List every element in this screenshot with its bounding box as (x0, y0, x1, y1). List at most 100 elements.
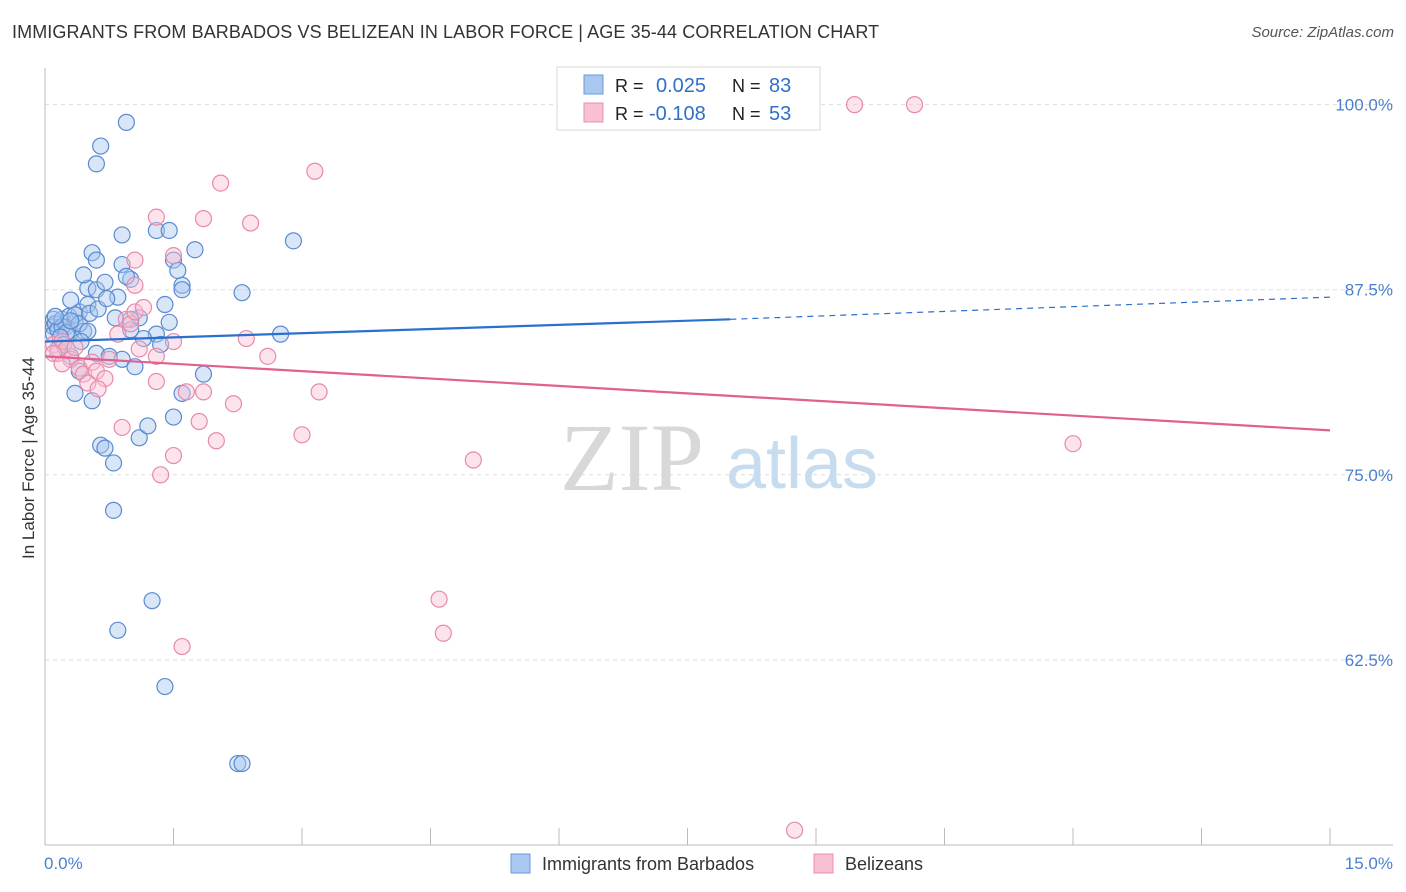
point-belizeans (785, 821, 804, 839)
point-barbados (92, 137, 110, 155)
trend-line-barbados (44, 318, 731, 343)
stats-n-label-belizeans: N = (732, 104, 761, 124)
point-barbados (87, 251, 106, 269)
point-barbados (74, 266, 93, 284)
watermark-atlas: atlas (726, 424, 878, 504)
point-barbados (156, 295, 174, 314)
stats-swatch-belizeans (583, 102, 604, 123)
point-barbados (186, 241, 204, 259)
point-belizeans (113, 418, 131, 437)
point-barbados (117, 113, 135, 131)
point-barbados (169, 261, 187, 280)
point-belizeans (237, 329, 255, 348)
point-barbados (104, 501, 123, 519)
point-barbados (113, 226, 131, 244)
y-tick-label: 87.5% (1345, 281, 1393, 300)
point-belizeans (194, 210, 213, 228)
point-barbados (104, 454, 123, 472)
point-belizeans (147, 208, 165, 226)
point-belizeans (845, 96, 864, 114)
point-barbados (96, 273, 114, 291)
point-belizeans (89, 380, 107, 398)
stats-n-label-barbados: N = (732, 76, 761, 96)
y-tick-label: 75.0% (1345, 466, 1393, 485)
point-belizeans (164, 247, 183, 265)
stats-r-value-barbados: 0.025 (656, 75, 706, 97)
point-barbados (96, 439, 114, 457)
point-belizeans (134, 298, 153, 317)
stats-swatch-barbados (583, 74, 604, 95)
stats-r-label-barbados: R = (615, 76, 644, 96)
point-belizeans (164, 332, 183, 351)
point-barbados (164, 408, 183, 426)
point-belizeans (242, 214, 260, 232)
point-belizeans (306, 162, 324, 180)
point-belizeans (79, 374, 97, 392)
point-belizeans (53, 355, 71, 373)
stats-legend: R = 0.025 N = 83 R = -0.108 N = 53 (556, 66, 821, 131)
point-barbados (160, 221, 178, 240)
point-barbados (98, 289, 116, 308)
point-belizeans (434, 624, 452, 642)
point-belizeans (310, 383, 328, 401)
grid-lines (45, 104, 1393, 661)
point-barbados (46, 307, 64, 325)
point-belizeans (66, 338, 84, 357)
point-barbados (229, 754, 247, 773)
point-barbados (164, 251, 183, 269)
stats-n-value-belizeans: 53 (769, 103, 791, 125)
x-tick-label-max: 15.0% (1345, 854, 1393, 873)
point-belizeans (147, 347, 165, 365)
point-barbados (160, 313, 178, 331)
point-barbados (87, 155, 106, 173)
point-belizeans (74, 365, 93, 383)
stats-r-value-belizeans: -0.108 (649, 103, 706, 125)
y-axis-label: In Labor Force | Age 35-44 (19, 357, 38, 559)
legend-swatch-belizeans (813, 853, 834, 874)
watermark: ZIP atlas (560, 404, 878, 511)
legend-label-barbados: Immigrants from Barbados (542, 854, 754, 874)
point-belizeans (126, 276, 144, 294)
point-belizeans (212, 174, 230, 192)
point-belizeans (430, 590, 448, 608)
point-barbados (109, 621, 127, 639)
point-belizeans (194, 383, 213, 401)
point-barbados (143, 592, 161, 610)
point-barbados (62, 312, 80, 330)
point-belizeans (207, 432, 225, 450)
y-tick-label: 62.5% (1345, 651, 1393, 670)
point-barbados (233, 754, 251, 773)
trend-line-belizeans (44, 355, 1331, 432)
point-belizeans (293, 426, 311, 444)
series-legend: Immigrants from Barbados Belizeans (510, 853, 923, 874)
point-belizeans (130, 340, 148, 358)
trend-lines (44, 296, 1331, 432)
point-barbados (80, 304, 99, 323)
point-belizeans (464, 451, 482, 469)
legend-swatch-barbados (510, 853, 531, 874)
point-barbados (117, 267, 135, 285)
point-belizeans (1064, 435, 1082, 453)
point-barbados (62, 291, 80, 309)
point-belizeans (147, 372, 165, 391)
point-barbados (194, 365, 213, 383)
stats-n-value-barbados: 83 (769, 75, 791, 97)
trend-line-barbados-extension (730, 296, 1331, 320)
point-belizeans (190, 412, 208, 431)
x-tick-label-min: 0.0% (44, 854, 83, 873)
chart-title: IMMIGRANTS FROM BARBADOS VS BELIZEAN IN … (12, 22, 880, 42)
point-belizeans (126, 251, 144, 269)
point-belizeans (173, 637, 191, 656)
watermark-zip: ZIP (560, 404, 704, 511)
point-barbados (139, 417, 157, 435)
point-belizeans (259, 347, 277, 365)
y-tick-label: 100.0% (1335, 96, 1393, 115)
point-barbados (130, 429, 148, 447)
source-label: Source: ZipAtlas.com (1251, 24, 1394, 41)
point-barbados (156, 677, 174, 696)
point-belizeans (177, 383, 195, 401)
point-barbados (79, 279, 97, 297)
point-belizeans (152, 466, 170, 484)
point-barbados (233, 284, 251, 302)
